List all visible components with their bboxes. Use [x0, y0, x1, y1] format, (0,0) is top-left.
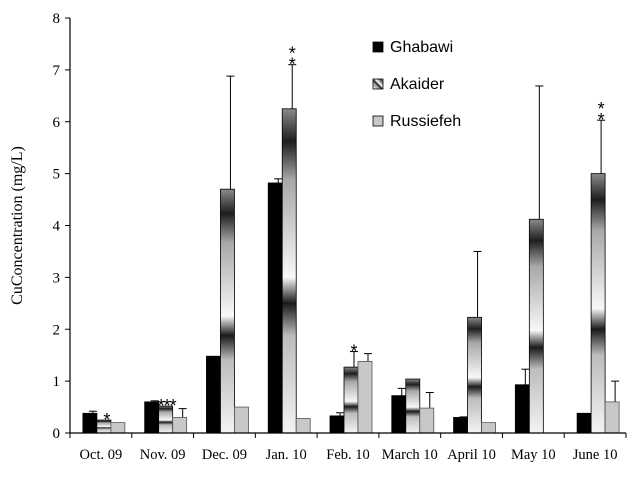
y-tick-label: 7 — [53, 63, 61, 79]
legend-label-akaider: Akaider — [390, 76, 445, 93]
x-tick-label: April 10 — [447, 447, 496, 463]
bar-russiefeh — [234, 406, 249, 434]
legend-swatch-ghabawi — [372, 41, 384, 53]
significance-star: * — [598, 99, 605, 119]
y-axis-title: CuConcentration (mg/L) — [9, 146, 26, 305]
bar-russiefeh — [604, 401, 620, 434]
bar-russiefeh — [481, 422, 496, 434]
bar-ghabawi — [514, 384, 530, 434]
bar-ghabawi — [267, 182, 283, 434]
bar-akaider — [405, 378, 421, 434]
significance-star: * — [350, 342, 357, 362]
bar-russiefeh — [357, 361, 373, 434]
bar-akaider — [528, 218, 544, 434]
bar-ghabawi — [206, 355, 221, 434]
legend-label-ghabawi: Ghabawi — [390, 39, 453, 56]
significance-star: * — [289, 55, 296, 75]
x-tick-label: Oct. 09 — [80, 447, 123, 463]
significance-star: * — [103, 410, 110, 430]
bar-russiefeh — [172, 417, 188, 434]
x-tick-label: May 10 — [511, 447, 556, 463]
x-tick-label: Dec. 09 — [202, 447, 247, 463]
bar-ghabawi — [144, 401, 160, 434]
bar-ghabawi — [329, 415, 345, 434]
x-tick-label: Nov. 09 — [140, 447, 186, 463]
x-tick-label: June 10 — [573, 447, 618, 463]
bar-russiefeh — [419, 407, 435, 434]
significance-star: * — [289, 44, 296, 64]
bar-akaider — [590, 173, 606, 434]
bar-russiefeh — [295, 418, 311, 434]
bar-ghabawi — [576, 412, 592, 434]
bar-akaider — [281, 108, 297, 434]
x-tick-label: Feb. 10 — [326, 447, 370, 463]
bar-russiefeh — [110, 422, 126, 434]
y-tick-label: 1 — [53, 374, 61, 390]
legend-swatch-akaider — [372, 78, 384, 90]
y-tick-label: 4 — [53, 219, 61, 235]
y-tick-label: 6 — [53, 115, 61, 131]
significance-star: *** — [158, 396, 177, 416]
legend-label-russiefeh: Russiefeh — [390, 113, 461, 130]
significance-star: * — [598, 110, 605, 130]
bar-akaider — [467, 316, 482, 434]
x-tick-label: Jan. 10 — [266, 447, 307, 463]
bar-akaider — [343, 366, 359, 434]
y-tick-label: 5 — [53, 167, 61, 183]
y-tick-label: 0 — [53, 426, 61, 442]
y-tick-label: 3 — [53, 270, 61, 286]
x-tick-label: March 10 — [382, 447, 438, 463]
y-tick-label: 8 — [53, 11, 61, 27]
bar-akaider — [220, 188, 235, 434]
legend-swatch-russiefeh — [372, 115, 384, 127]
bar-ghabawi — [82, 412, 98, 434]
bar-ghabawi — [453, 417, 468, 434]
bar-ghabawi — [391, 395, 407, 434]
y-tick-label: 2 — [53, 322, 61, 338]
